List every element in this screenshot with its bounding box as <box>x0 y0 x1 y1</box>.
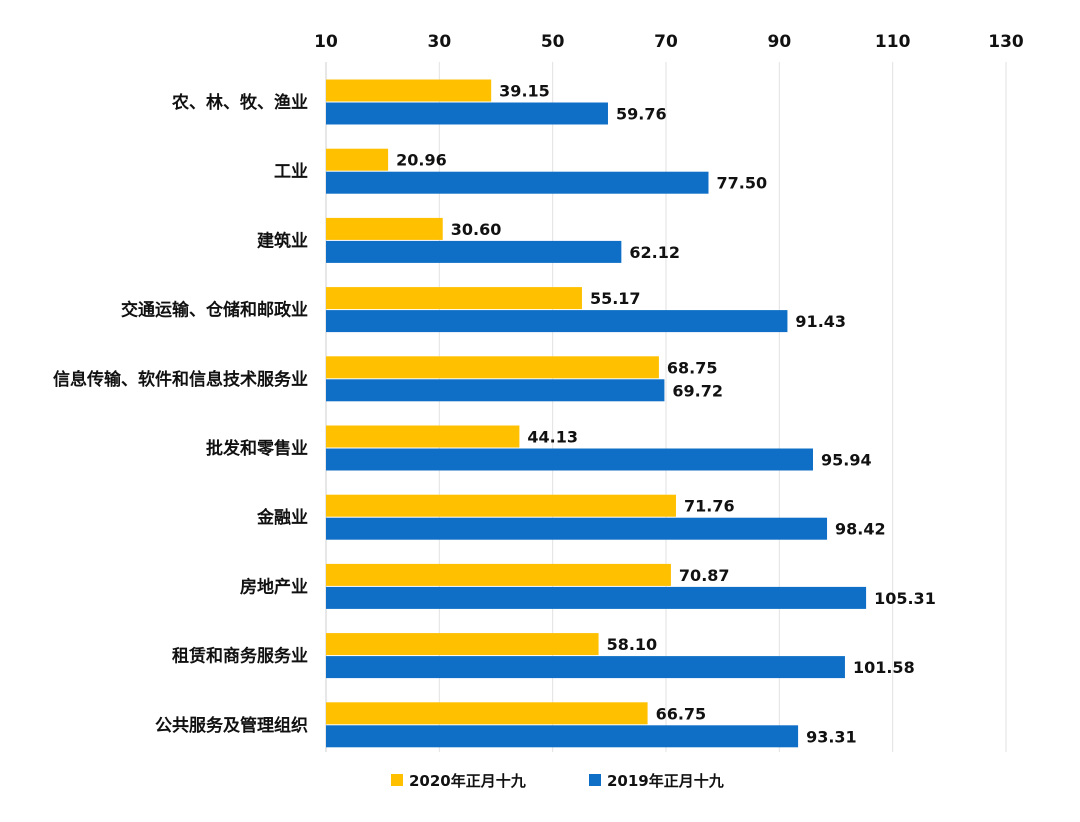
data-label: 62.12 <box>629 243 680 262</box>
bar-2019 <box>326 240 622 263</box>
category-label: 建筑业 <box>257 230 308 251</box>
legend-swatch <box>589 774 601 786</box>
bar-2019 <box>326 656 845 679</box>
category-label: 租赁和商务服务业 <box>172 646 308 667</box>
category-label: 房地产业 <box>240 576 308 597</box>
category-label: 金融业 <box>256 507 308 528</box>
bar-2020 <box>326 702 648 725</box>
data-label: 98.42 <box>835 520 886 539</box>
bar-2019 <box>326 725 799 748</box>
x-tick-label: 110 <box>875 32 911 52</box>
data-label: 55.17 <box>590 289 641 308</box>
x-tick-label: 10 <box>314 32 338 52</box>
bar-2020 <box>326 563 671 586</box>
category-label: 信息传输、软件和信息技术服务业 <box>53 369 308 390</box>
bar-2019 <box>326 102 608 125</box>
data-label: 44.13 <box>527 428 578 447</box>
data-label: 71.76 <box>684 497 735 516</box>
legend-label: 2020年正月十九 <box>409 772 526 790</box>
data-label: 93.31 <box>806 727 857 746</box>
x-tick-label: 90 <box>767 32 791 52</box>
data-label: 20.96 <box>396 151 447 170</box>
legend-label: 2019年正月十九 <box>607 772 724 790</box>
data-label: 66.75 <box>656 704 707 723</box>
bar-2020 <box>326 425 520 448</box>
bar-2019 <box>326 448 813 471</box>
bar-2020 <box>326 633 599 656</box>
data-label: 91.43 <box>795 312 846 331</box>
data-label: 105.31 <box>874 589 936 608</box>
x-tick-label: 130 <box>988 32 1024 52</box>
data-label: 59.76 <box>616 105 667 124</box>
data-label: 58.10 <box>607 635 658 654</box>
bar-2020 <box>326 79 492 102</box>
bar-2020 <box>326 356 659 379</box>
data-label: 101.58 <box>853 658 915 677</box>
data-label: 68.75 <box>667 358 718 377</box>
category-label: 交通运输、仓储和邮政业 <box>121 300 308 321</box>
bar-2019 <box>326 379 665 402</box>
bar-2019 <box>326 310 788 333</box>
data-label: 70.87 <box>679 566 730 585</box>
data-label: 30.60 <box>451 220 502 239</box>
bar-2019 <box>326 171 709 194</box>
data-label: 39.15 <box>499 82 550 101</box>
data-label: 77.50 <box>717 174 768 193</box>
x-tick-label: 50 <box>541 32 565 52</box>
bar-2019 <box>326 517 828 540</box>
category-label: 公共服务及管理组织 <box>155 715 308 736</box>
category-label: 批发和零售业 <box>206 438 308 459</box>
bar-2020 <box>326 494 676 517</box>
data-label: 69.72 <box>672 381 723 400</box>
category-label: 工业 <box>274 162 308 182</box>
x-tick-label: 30 <box>427 32 451 52</box>
legend-swatch <box>391 774 403 786</box>
bar-2020 <box>326 148 389 171</box>
bar-2020 <box>326 287 582 310</box>
data-label: 95.94 <box>821 451 872 470</box>
category-label: 农、林、牧、渔业 <box>171 92 308 113</box>
bar-2020 <box>326 217 443 240</box>
bar-2019 <box>326 586 867 609</box>
x-tick-label: 70 <box>654 32 678 52</box>
